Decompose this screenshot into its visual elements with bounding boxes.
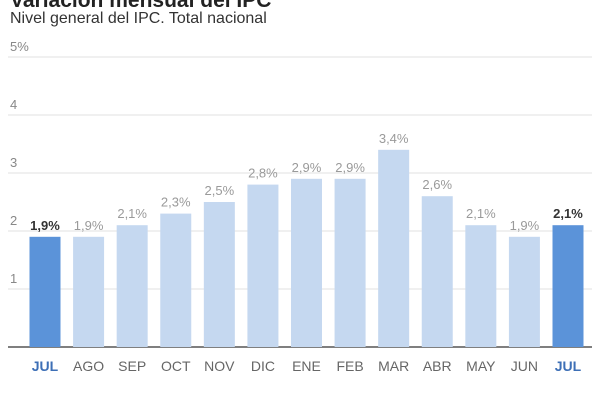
bar: [116, 225, 148, 347]
bar: [203, 202, 235, 347]
category-label: OCT: [161, 358, 191, 374]
bar: [160, 213, 192, 347]
category-label: AGO: [73, 358, 104, 374]
category-label: ABR: [423, 358, 452, 374]
data-label: 2,5%: [205, 183, 235, 198]
y-tick-label: 3: [10, 155, 17, 170]
y-tick-label: 5%: [10, 39, 29, 54]
category-labels: JUL AGO SEP OCT NOV DIC ENE FEB MAR ABR MAY JUN JUL: [32, 358, 582, 374]
data-label: 2,6%: [422, 177, 452, 192]
bar: [247, 184, 279, 347]
bar-highlight: [29, 236, 61, 347]
category-label: MAR: [378, 358, 409, 374]
bar-highlight: [552, 225, 584, 347]
data-label: 1,9%: [510, 218, 540, 233]
bar: [378, 149, 410, 347]
category-label: SEP: [118, 358, 146, 374]
data-label: 2,1%: [553, 206, 583, 221]
data-label: 2,3%: [161, 195, 191, 210]
chart-title: Variación mensual del IPC: [10, 0, 272, 12]
bar: [334, 178, 366, 347]
bars: [29, 149, 584, 347]
chart-subtitle: Nivel general del IPC. Total nacional: [10, 10, 267, 27]
bar: [291, 178, 322, 347]
category-label: MAY: [466, 358, 496, 374]
bar: [465, 225, 497, 347]
data-labels: 1,9% 1,9% 2,1% 2,3% 2,5% 2,8% 2,9% 2,9% 3,4% 2,6%…: [30, 131, 583, 233]
data-label: 1,9%: [30, 218, 60, 233]
data-label: 2,9%: [292, 160, 322, 175]
data-label: 2,1%: [117, 206, 147, 221]
y-tick-label: 4: [10, 97, 17, 112]
y-tick-label: 1: [10, 271, 17, 286]
category-label: NOV: [204, 358, 235, 374]
bar: [508, 236, 540, 347]
category-label: ENE: [292, 358, 321, 374]
data-label: 2,8%: [248, 166, 278, 181]
data-label: 1,9%: [74, 218, 104, 233]
category-label: JUN: [511, 358, 538, 374]
bar: [73, 236, 105, 347]
category-label: JUL: [555, 358, 582, 374]
data-label: 2,9%: [335, 160, 365, 175]
category-label: DIC: [251, 358, 275, 374]
data-label: 3,4%: [379, 131, 409, 146]
y-tick-label: 2: [10, 213, 17, 228]
data-label: 2,1%: [466, 206, 496, 221]
bar: [421, 196, 453, 347]
category-label: JUL: [32, 358, 59, 374]
category-label: FEB: [336, 358, 363, 374]
